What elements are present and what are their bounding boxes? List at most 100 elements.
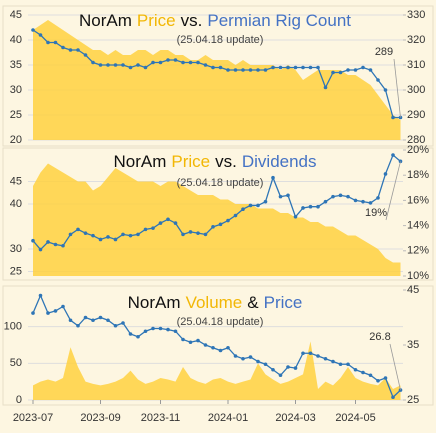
y-tick-label: 25: [10, 109, 22, 121]
marker: [31, 311, 35, 315]
marker: [278, 194, 283, 199]
marker: [248, 355, 253, 359]
marker: [68, 318, 73, 323]
y2-tick-label: 35: [407, 339, 419, 351]
marker: [226, 68, 230, 72]
marker: [106, 63, 110, 67]
marker: [316, 354, 320, 358]
marker: [248, 68, 253, 72]
marker: [256, 68, 260, 72]
marker: [308, 204, 313, 209]
marker: [136, 63, 140, 67]
y-tick-label: 40: [10, 198, 22, 210]
marker: [241, 68, 245, 72]
title-part: Price: [137, 11, 176, 30]
marker: [211, 225, 215, 229]
x-tick-label: 2023-11: [141, 412, 181, 424]
marker: [338, 193, 343, 198]
marker: [353, 367, 358, 372]
marker: [346, 362, 350, 367]
marker: [46, 40, 50, 45]
marker: [76, 48, 80, 52]
marker: [151, 60, 155, 65]
marker: [61, 45, 65, 50]
y-tick-label: 100: [4, 321, 22, 333]
marker: [128, 233, 133, 238]
marker: [271, 367, 275, 372]
marker: [158, 60, 163, 65]
y2-tick-label: 18%: [407, 169, 429, 181]
area: [33, 341, 401, 400]
marker: [68, 48, 73, 52]
marker: [181, 232, 185, 237]
marker: [308, 351, 313, 356]
marker: [158, 326, 163, 331]
marker: [286, 193, 290, 198]
marker: [113, 63, 118, 67]
marker: [248, 203, 253, 208]
y2-tick-label: 10%: [407, 270, 429, 282]
marker: [76, 323, 80, 328]
x-tick-label: 2024-05: [335, 412, 375, 424]
marker: [31, 238, 35, 243]
marker: [181, 60, 185, 65]
marker: [391, 115, 395, 120]
marker: [83, 231, 88, 235]
marker: [121, 63, 125, 67]
marker: [166, 58, 170, 62]
y2-tick-label: 310: [407, 59, 425, 71]
y2-tick-label: 14%: [407, 220, 429, 232]
marker: [398, 388, 403, 392]
marker: [278, 373, 283, 378]
marker: [83, 53, 88, 57]
annotation-pointer: [385, 161, 401, 221]
marker: [286, 365, 290, 369]
marker: [136, 232, 140, 237]
marker: [293, 65, 298, 70]
marker: [301, 351, 305, 356]
marker: [98, 237, 103, 242]
marker: [91, 60, 95, 65]
marker: [233, 354, 238, 358]
marker: [98, 63, 103, 67]
marker: [361, 65, 365, 70]
marker: [128, 65, 133, 70]
marker: [256, 359, 260, 364]
marker: [383, 376, 388, 380]
title-part: Permian Rig Count: [207, 11, 351, 30]
marker: [98, 315, 103, 320]
marker: [331, 359, 335, 364]
marker: [38, 33, 43, 37]
y-tick-label: 35: [10, 59, 22, 71]
marker: [286, 65, 290, 70]
marker: [136, 334, 140, 339]
marker: [233, 68, 238, 72]
marker: [38, 293, 43, 298]
y2-tick-label: 320: [407, 34, 425, 46]
marker: [68, 232, 73, 237]
marker: [38, 247, 43, 252]
marker: [293, 214, 298, 219]
title-part: Price: [171, 152, 210, 171]
y-tick-label: 30: [10, 84, 22, 96]
y2-tick-label: 290: [407, 109, 425, 121]
marker: [233, 213, 238, 218]
marker: [31, 28, 35, 32]
marker: [46, 240, 50, 244]
marker: [383, 88, 388, 92]
marker: [128, 332, 133, 336]
subtitle: (25.04.18 update): [177, 177, 264, 189]
marker: [218, 222, 223, 227]
marker: [226, 218, 230, 223]
marker: [196, 231, 200, 235]
marker: [173, 221, 178, 225]
x-tick-label: 2024-03: [275, 412, 315, 424]
marker: [143, 227, 148, 232]
marker: [61, 304, 65, 309]
marker: [368, 68, 373, 72]
title-part: NorAm: [128, 293, 181, 312]
marker: [376, 378, 380, 383]
marker: [383, 172, 388, 176]
marker: [106, 235, 110, 239]
marker: [61, 243, 65, 248]
